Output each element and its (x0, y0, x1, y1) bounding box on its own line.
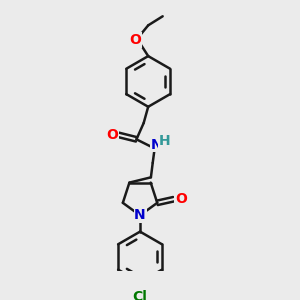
Text: O: O (130, 33, 142, 47)
Text: O: O (175, 192, 187, 206)
Text: Cl: Cl (133, 290, 148, 300)
Text: H: H (159, 134, 170, 148)
Text: N: N (134, 208, 146, 222)
Text: N: N (151, 138, 162, 152)
Text: O: O (106, 128, 118, 142)
